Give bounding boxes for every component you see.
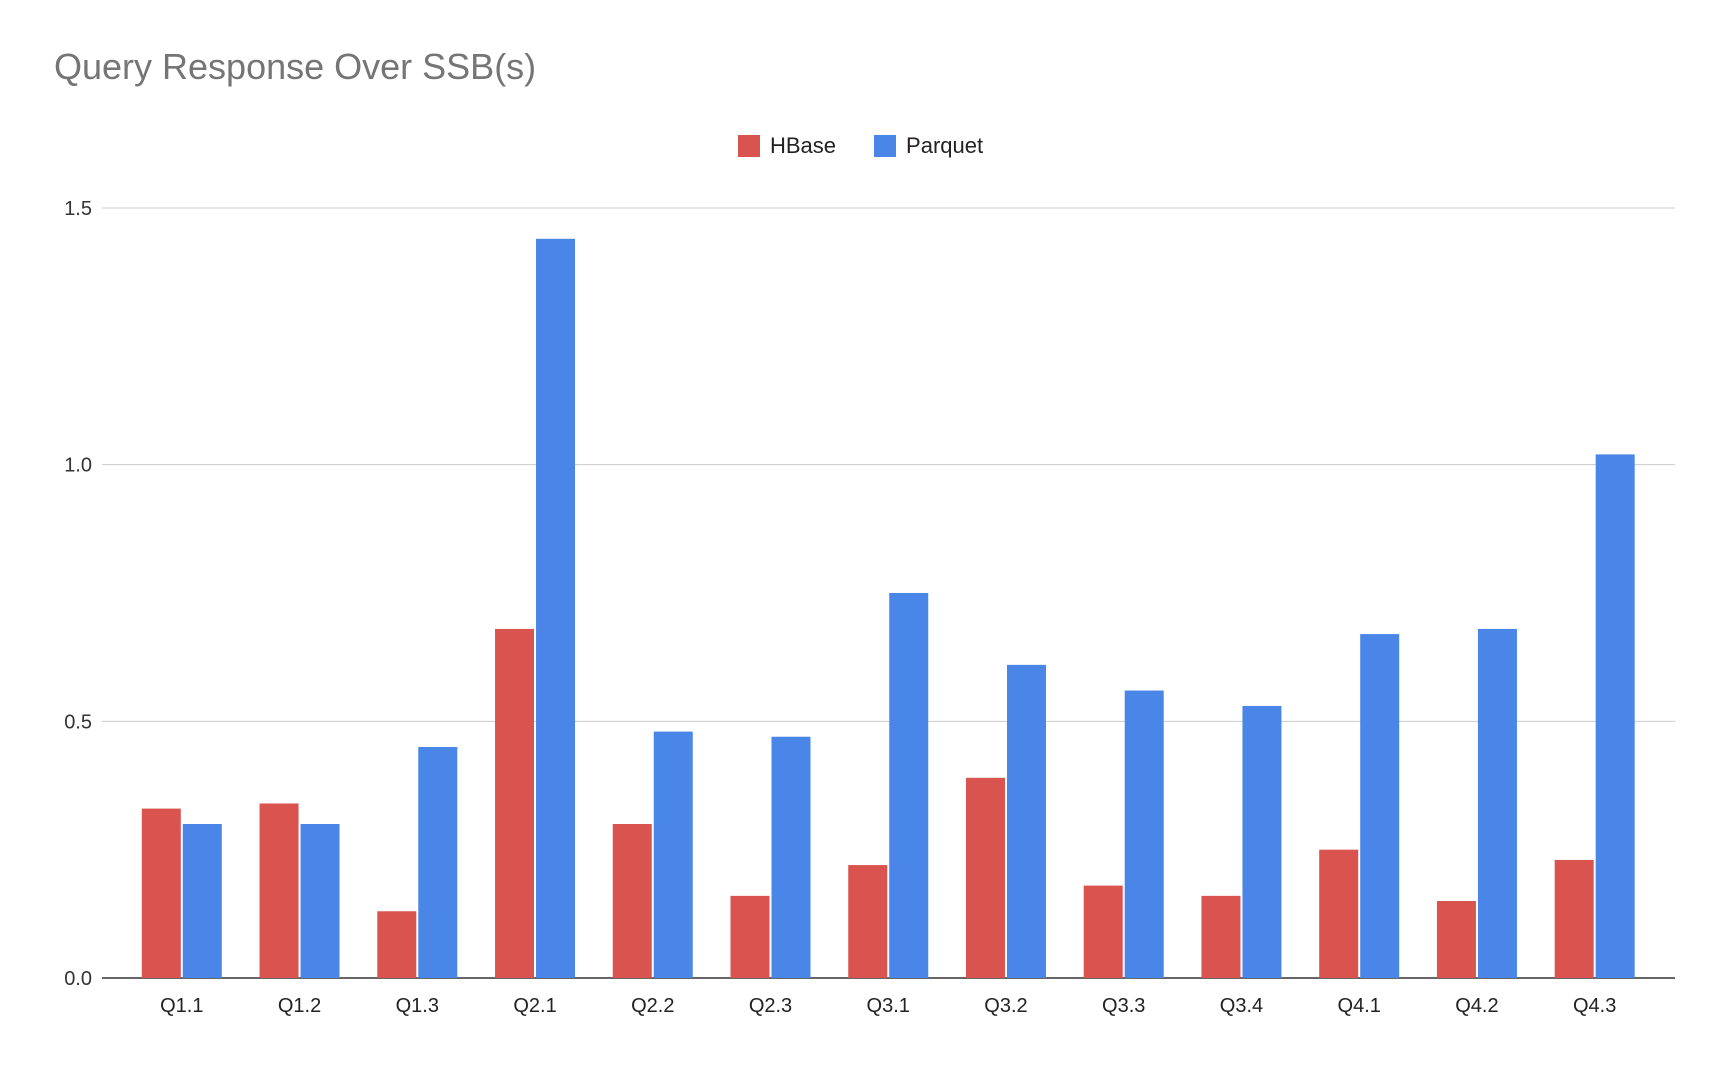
svg-text:Q2.2: Q2.2 — [631, 995, 674, 1017]
svg-text:0.0: 0.0 — [64, 968, 92, 990]
svg-text:Q2.1: Q2.1 — [513, 995, 556, 1017]
svg-text:Q2.3: Q2.3 — [749, 995, 792, 1017]
svg-text:Q4.2: Q4.2 — [1455, 995, 1498, 1017]
svg-text:Q4.1: Q4.1 — [1338, 995, 1381, 1017]
svg-text:Q1.2: Q1.2 — [278, 995, 321, 1017]
svg-text:Q3.2: Q3.2 — [984, 995, 1027, 1017]
svg-text:Q4.3: Q4.3 — [1573, 995, 1616, 1017]
svg-text:Q3.4: Q3.4 — [1220, 995, 1263, 1017]
svg-text:Q1.1: Q1.1 — [160, 995, 203, 1017]
svg-text:1.5: 1.5 — [64, 198, 92, 220]
svg-text:1.0: 1.0 — [64, 455, 92, 477]
svg-text:0.5: 0.5 — [64, 711, 92, 733]
svg-text:Q1.3: Q1.3 — [396, 995, 439, 1017]
svg-text:Q3.1: Q3.1 — [867, 995, 910, 1017]
svg-text:Q3.3: Q3.3 — [1102, 995, 1145, 1017]
